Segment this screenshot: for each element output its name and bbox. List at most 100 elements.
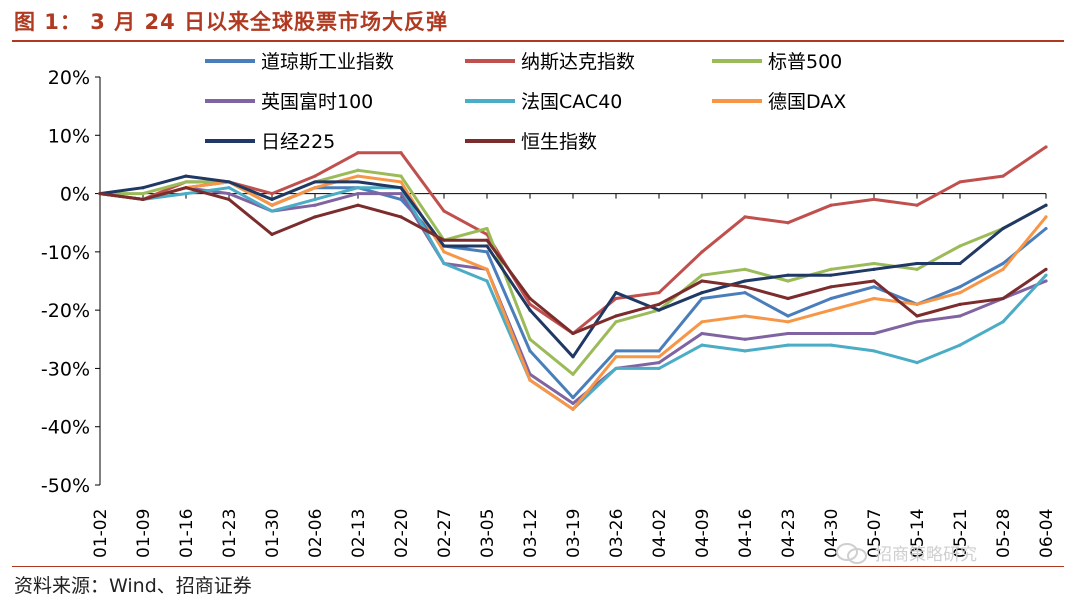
data-point <box>270 197 274 201</box>
legend-label: 德国DAX <box>768 91 846 113</box>
data-point <box>485 279 489 283</box>
data-point <box>184 191 188 196</box>
x-tick-label: 03-26 <box>607 509 627 558</box>
data-point <box>958 314 962 318</box>
data-point <box>700 250 704 254</box>
data-point <box>743 267 747 271</box>
data-point <box>743 279 747 283</box>
data-point <box>571 407 575 411</box>
data-point <box>141 186 145 190</box>
data-point <box>1044 203 1048 207</box>
data-point <box>1044 226 1048 231</box>
data-point <box>700 296 704 301</box>
data-point <box>915 314 919 318</box>
legend-label: 法国CAC40 <box>521 91 622 113</box>
data-point <box>743 285 747 289</box>
data-point <box>786 279 790 283</box>
data-point <box>915 267 919 271</box>
series-line <box>99 180 1047 400</box>
data-point <box>399 151 403 155</box>
data-point <box>270 232 274 236</box>
data-point <box>915 261 919 266</box>
data-point <box>184 186 188 190</box>
data-point <box>700 343 704 347</box>
legend-label: 纳斯达克指数 <box>521 51 635 73</box>
x-tick-label: 01-02 <box>91 509 111 558</box>
data-point <box>442 261 446 266</box>
data-point <box>528 302 532 306</box>
x-tick-label: 05-28 <box>994 509 1014 558</box>
data-point <box>786 296 790 301</box>
x-tick-label: 01-09 <box>134 509 154 558</box>
y-tick-label: -10% <box>41 242 90 264</box>
data-point <box>614 366 618 371</box>
data-point <box>614 291 618 295</box>
data-point <box>829 267 833 271</box>
data-point <box>227 191 231 196</box>
legend-item: 法国CAC40 <box>465 91 622 113</box>
data-point <box>313 197 317 201</box>
legend-label: 标普500 <box>768 51 842 73</box>
data-point <box>1044 215 1048 219</box>
data-point <box>399 197 403 201</box>
data-point <box>356 168 360 172</box>
data-point <box>485 244 489 248</box>
data-point <box>829 285 833 289</box>
y-tick-label: 10% <box>48 125 90 147</box>
data-point <box>571 355 575 359</box>
data-point <box>872 331 876 336</box>
x-tick-label: 02-06 <box>306 509 326 558</box>
data-point <box>872 296 876 301</box>
data-point <box>399 186 403 190</box>
data-point <box>657 308 661 312</box>
legend-item: 标普500 <box>712 51 842 73</box>
data-point <box>399 215 403 219</box>
series-line <box>99 186 1047 405</box>
data-point <box>872 261 876 266</box>
data-point <box>872 197 876 201</box>
data-point <box>1044 267 1048 271</box>
x-tick-label: 04-09 <box>693 509 713 558</box>
source-rule <box>12 566 1064 567</box>
data-point <box>958 291 962 295</box>
data-point <box>700 291 704 295</box>
data-point <box>657 291 661 295</box>
data-point <box>442 209 446 213</box>
data-point <box>829 308 833 312</box>
y-tick-label: -50% <box>41 475 90 497</box>
data-point <box>915 302 919 306</box>
data-point <box>1001 261 1005 266</box>
data-point <box>657 349 661 353</box>
data-point <box>1001 174 1005 178</box>
data-point <box>614 296 618 301</box>
data-point <box>657 302 661 306</box>
y-tick-label: -20% <box>41 300 90 322</box>
x-tick-label: 04-23 <box>779 509 799 558</box>
x-tick-label: 03-19 <box>564 509 584 558</box>
data-point <box>786 273 790 277</box>
data-point <box>1044 145 1048 149</box>
x-tick-label: 03-12 <box>521 509 541 558</box>
data-point <box>700 279 704 283</box>
data-point <box>442 244 446 248</box>
x-tick-label: 05-21 <box>951 509 971 558</box>
series-line <box>100 168 1047 376</box>
data-point <box>356 191 360 196</box>
data-point <box>872 267 876 271</box>
x-tick-label: 03-05 <box>478 509 498 558</box>
data-point <box>829 296 833 301</box>
data-point <box>356 180 360 184</box>
data-point <box>442 250 446 254</box>
legend-label: 日经225 <box>261 131 335 153</box>
data-point <box>313 203 317 207</box>
data-point <box>1001 320 1005 324</box>
data-point <box>1001 296 1005 301</box>
data-point <box>270 209 274 213</box>
wechat-icon <box>836 542 867 564</box>
data-point <box>743 314 747 318</box>
data-point <box>313 215 317 219</box>
x-tick-label: 05-14 <box>908 509 928 558</box>
data-point <box>614 349 618 353</box>
source-note: 资料来源：Wind、招商证券 <box>14 575 252 597</box>
data-point <box>442 238 446 242</box>
